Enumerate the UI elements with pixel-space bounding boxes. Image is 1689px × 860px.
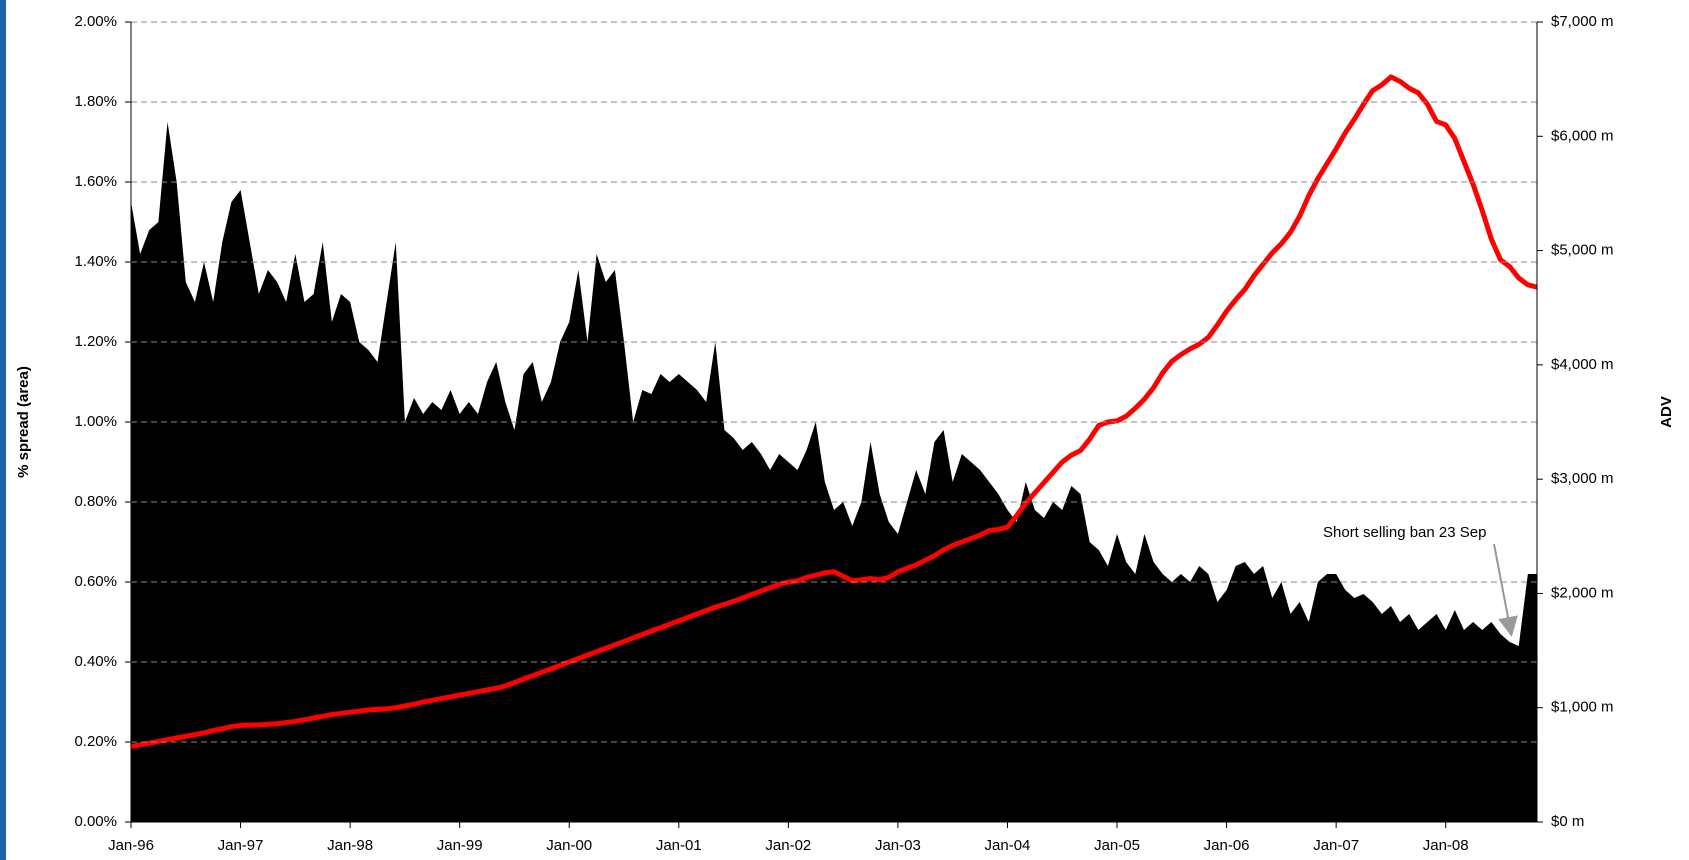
y2-tick-label: $2,000 m [1551,584,1614,601]
x-tick-label: Jan-97 [218,837,264,854]
y-tick-label: 0.20% [74,733,117,750]
y-tick-label: 0.00% [74,813,117,830]
y-tick-label: 0.80% [74,493,117,510]
spread-area [131,122,1537,822]
y2-tick-label: $7,000 m [1551,13,1614,30]
y-axis-title: % spread (area) [15,366,32,478]
y-tick-label: 1.20% [74,333,117,350]
y-tick-label: 2.00% [74,13,117,30]
adv-line [130,74,1538,750]
y2-tick-label: $5,000 m [1551,242,1614,259]
y2-axis-title: ADV [1658,396,1675,428]
annotation: Short selling ban 23 Sep [1323,524,1487,541]
y2-tick-label: $6,000 m [1551,127,1614,144]
annotation-arrow [1493,543,1518,637]
x-tick-label: Jan-06 [1204,837,1250,854]
x-tick-label: Jan-96 [108,837,154,854]
x-tick-label: Jan-02 [765,837,811,854]
y-tick-label: 1.40% [74,253,117,270]
y-tick-label: 0.60% [74,573,117,590]
x-tick-label: Jan-08 [1423,837,1469,854]
x-tick-label: Jan-03 [875,837,921,854]
y2-tick-label: $1,000 m [1551,699,1614,716]
x-tick-label: Jan-04 [985,837,1031,854]
x-tick-label: Jan-07 [1313,837,1359,854]
x-tick-label: Jan-99 [437,837,483,854]
x-tick-label: Jan-01 [656,837,702,854]
y-tick-label: 1.00% [74,413,117,430]
x-tick-label: Jan-05 [1094,837,1140,854]
y-tick-label: 1.60% [74,173,117,190]
y-tick-label: 1.80% [74,93,117,110]
frame-edge [0,0,6,860]
x-tick-label: Jan-98 [327,837,373,854]
y-tick-label: 0.40% [74,653,117,670]
x-tick-label: Jan-00 [546,837,592,854]
y2-tick-label: $0 m [1551,813,1584,830]
y2-tick-label: $4,000 m [1551,356,1614,373]
y2-tick-label: $3,000 m [1551,470,1614,487]
